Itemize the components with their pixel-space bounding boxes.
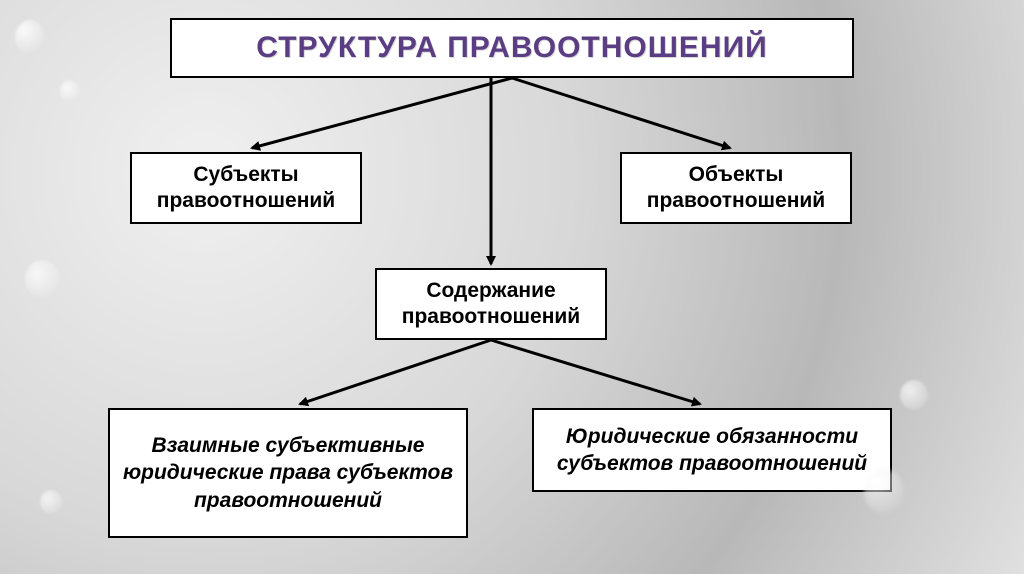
node-duties: Юридические обязанности субъектов правоо… (532, 408, 892, 492)
node-objects: Объекты правоотношений (620, 152, 852, 224)
node-content: Содержание правоотношений (375, 268, 607, 340)
node-subjects: Субъекты правоотношений (130, 152, 362, 224)
node-rights: Взаимные субъективные юридические права … (108, 408, 468, 538)
diagram-title: СТРУКТУРА ПРАВООТНОШЕНИЙ (170, 18, 854, 78)
